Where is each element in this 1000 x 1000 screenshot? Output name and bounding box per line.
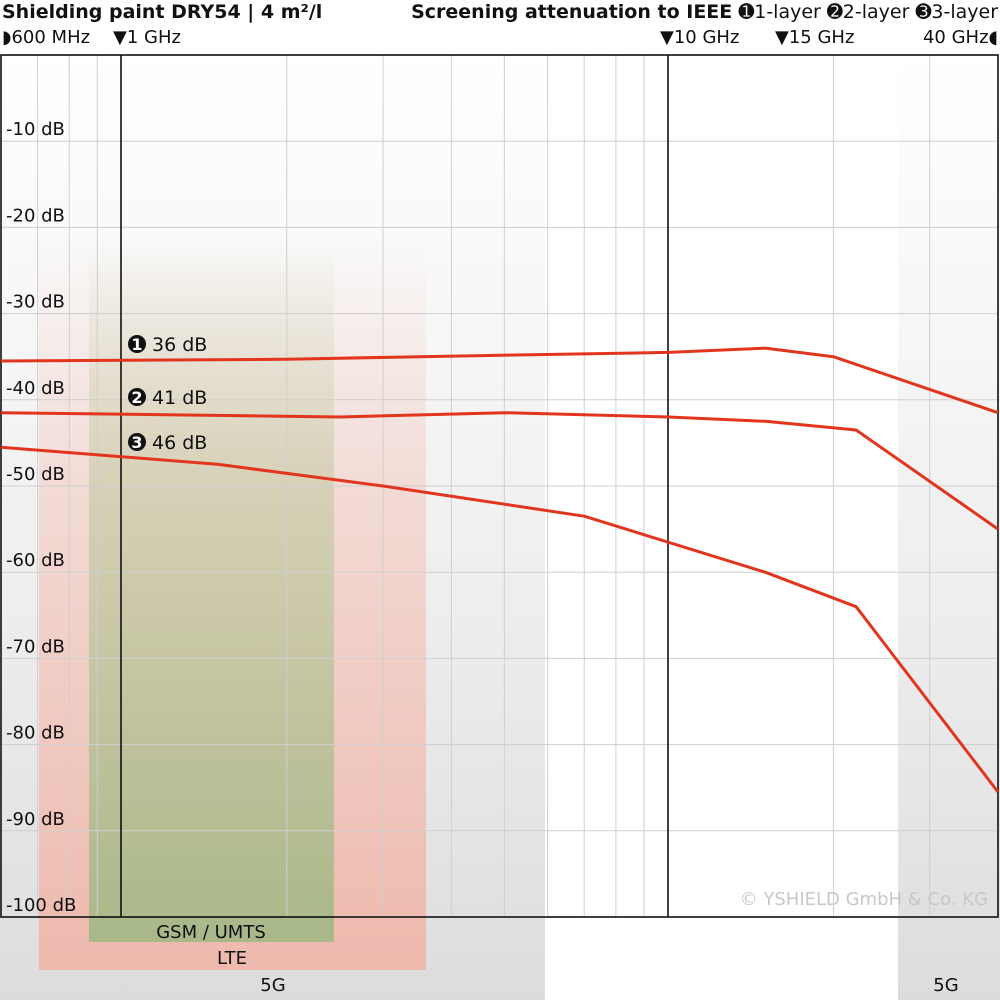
series-line-3-layer <box>0 445 1000 793</box>
legend: Screening attenuation to IEEE ➊1-layer ➋… <box>411 0 998 26</box>
y-tick-label: -70 dB <box>6 636 65 657</box>
y-tick-label: -90 dB <box>6 809 65 830</box>
marker-10ghz: ▼10 GHz <box>660 27 740 48</box>
band-label-lte: LTE <box>217 948 247 969</box>
copyright-text: © YSHIELD GmbH & Co. KG <box>740 889 988 910</box>
svg-text:1: 1 <box>131 335 142 354</box>
y-tick-label: -40 dB <box>6 378 65 399</box>
series-lines <box>0 346 1000 793</box>
series-label-2-layer: 2 41 dB <box>128 387 207 409</box>
band-label-gsm-umts: GSM / UMTS <box>156 922 266 943</box>
series-value-3-layer: 46 dB <box>152 432 207 454</box>
marker-600mhz: ◗600 MHz <box>2 27 91 48</box>
series-label-3-layer: 3 46 dB <box>128 432 207 454</box>
legend-item-3-layer: ➌3-layer <box>915 1 998 23</box>
band-5g-right <box>898 55 1000 1000</box>
y-axis: -10 dB -20 dB -30 dB -40 dB -50 dB -60 dB -70 … <box>6 119 76 916</box>
y-tick-label: -10 dB <box>6 119 65 140</box>
series-line-1-layer <box>0 346 999 415</box>
grid <box>1 55 998 917</box>
y-tick-label: -60 dB <box>6 550 65 571</box>
y-tick-label: -100 dB <box>6 895 76 916</box>
band-label-5g-right: 5G <box>933 975 958 996</box>
series-value-1-layer: 36 dB <box>152 334 207 356</box>
series-line-2-layer <box>0 411 999 531</box>
svg-text:3: 3 <box>131 433 142 452</box>
chart-title: Shielding paint DRY54 | 4 m²/l <box>2 1 323 23</box>
y-tick-label: -50 dB <box>6 464 65 485</box>
legend-item-2-layer: ➋2-layer <box>826 1 910 23</box>
marker-15ghz: ▼15 GHz <box>775 27 855 48</box>
legend-title: Screening attenuation to IEEE <box>411 1 733 23</box>
band-gsm-umts <box>89 240 334 942</box>
series-value-2-layer: 41 dB <box>152 387 207 409</box>
y-tick-label: -80 dB <box>6 723 65 744</box>
plot-frame <box>0 54 999 918</box>
band-label-5g-left: 5G <box>260 975 285 996</box>
series-label-1-layer: 1 36 dB <box>128 334 207 356</box>
y-tick-label: -30 dB <box>6 292 65 313</box>
svg-text:2: 2 <box>131 388 142 407</box>
marker-40ghz: 40 GHz◖ <box>922 27 998 48</box>
marker-1ghz: ▼1 GHz <box>113 27 181 48</box>
y-tick-label: -20 dB <box>6 205 65 226</box>
legend-item-1-layer: ➊1-layer <box>738 1 821 23</box>
